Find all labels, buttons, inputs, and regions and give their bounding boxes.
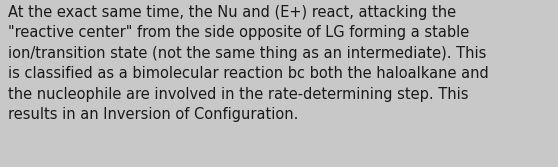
Text: At the exact same time, the Nu and (E+) react, attacking the
"reactive center" f: At the exact same time, the Nu and (E+) … [8, 5, 489, 122]
